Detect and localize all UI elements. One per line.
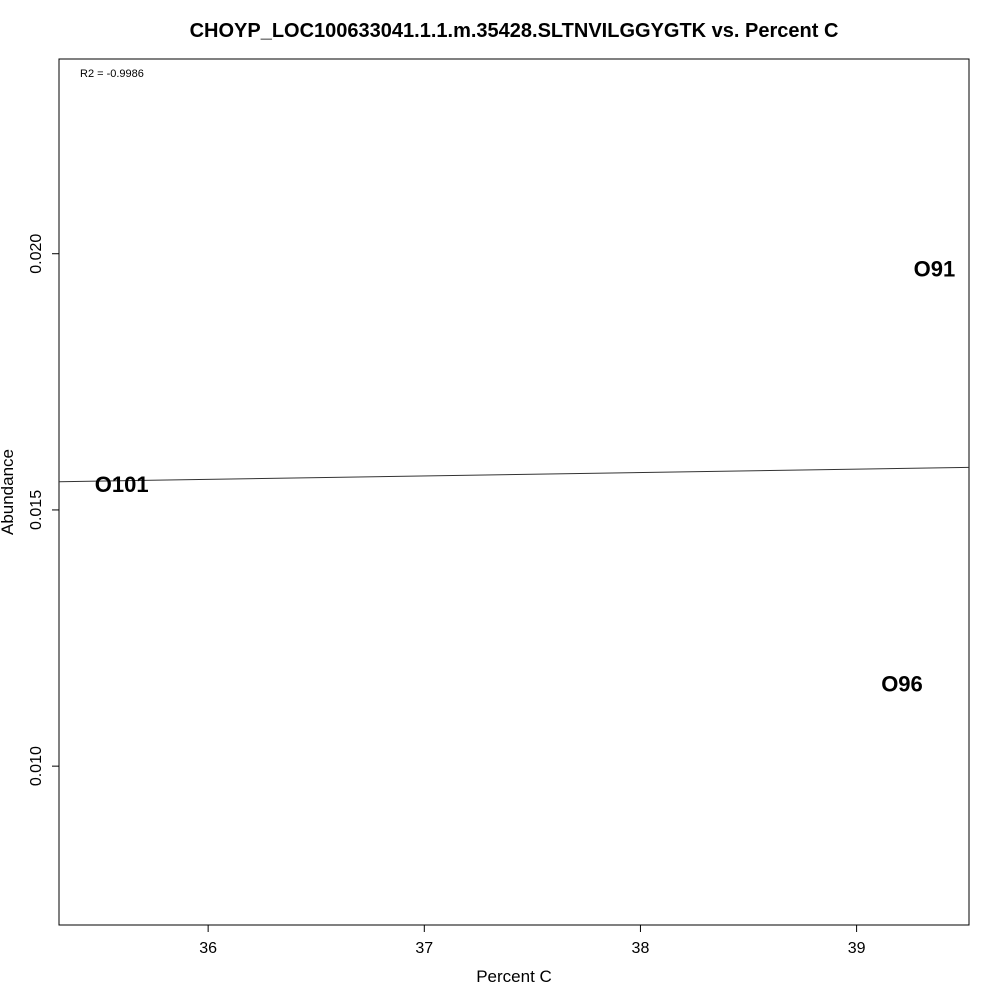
x-axis: 36 37 38 39 [199, 925, 866, 957]
x-tick-label: 38 [632, 940, 650, 957]
x-tick-label: 37 [415, 940, 433, 957]
plot-frame [58, 58, 970, 926]
x-tick-label: 39 [848, 940, 866, 957]
data-point-label: O91 [914, 257, 956, 282]
y-tick-label: 0.015 [28, 490, 45, 530]
regression-line [58, 466, 970, 483]
y-tick-label: 0.020 [28, 234, 45, 274]
y-axis-label: Abundance [0, 449, 17, 535]
fit-line-layer [58, 466, 970, 483]
x-tick-label: 36 [199, 940, 217, 957]
data-point-label: O101 [95, 472, 149, 497]
y-tick-label: 0.010 [28, 746, 45, 786]
points-layer: O101 O91 O96 [95, 257, 955, 697]
data-point-label: O96 [881, 672, 923, 697]
r2-annotation: R2 = -0.9986 [80, 68, 144, 80]
x-axis-label: Percent C [476, 967, 552, 986]
y-axis: 0.010 0.015 0.020 [28, 234, 59, 786]
chart-title: CHOYP_LOC100633041.1.1.m.35428.SLTNVILGG… [190, 20, 839, 42]
